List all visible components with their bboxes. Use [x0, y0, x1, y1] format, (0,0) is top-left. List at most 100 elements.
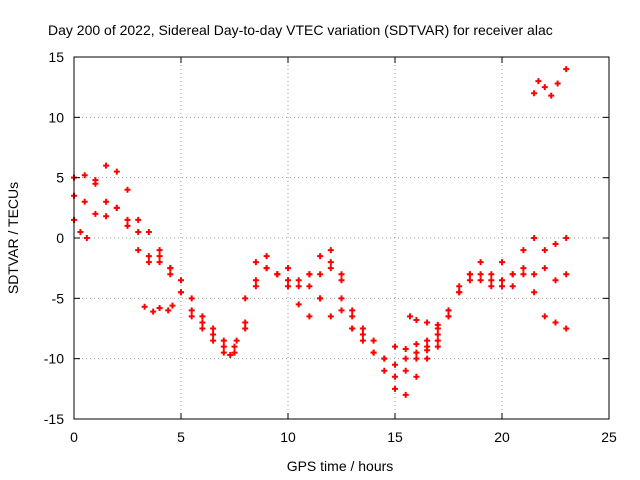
data-point — [531, 235, 538, 241]
data-point — [306, 313, 313, 320]
x-tick-label: 20 — [494, 429, 510, 445]
data-point — [402, 346, 409, 353]
data-point — [83, 235, 90, 241]
data-point — [381, 355, 388, 362]
data-point — [156, 304, 163, 311]
data-point — [424, 337, 431, 344]
data-point — [413, 317, 420, 324]
data-point — [541, 84, 548, 91]
data-point — [509, 271, 516, 278]
data-point — [231, 343, 238, 350]
data-point — [135, 216, 142, 223]
data-point — [103, 162, 110, 169]
data-point — [434, 321, 441, 328]
data-point — [392, 385, 398, 392]
data-point — [349, 313, 356, 320]
data-point — [285, 277, 291, 284]
data-point — [242, 295, 249, 302]
data-point — [252, 283, 259, 290]
data-point — [124, 222, 131, 229]
data-point — [178, 277, 184, 284]
data-point — [424, 355, 431, 362]
data-point — [306, 283, 313, 290]
data-point — [188, 307, 195, 314]
data-point — [295, 283, 302, 290]
data-point — [338, 307, 345, 314]
y-tick-label: 5 — [56, 170, 64, 186]
data-point — [552, 277, 559, 284]
series-seg-3 — [392, 341, 441, 354]
series-seg-4 — [406, 313, 452, 328]
data-point — [199, 325, 206, 332]
data-point — [113, 204, 120, 211]
data-point — [233, 337, 240, 344]
data-point — [252, 277, 259, 284]
data-point — [306, 271, 313, 278]
data-point — [81, 198, 88, 205]
data-point — [434, 337, 441, 344]
data-point — [520, 271, 527, 278]
data-point — [199, 313, 206, 320]
data-point — [413, 373, 420, 380]
data-point — [424, 347, 431, 354]
data-point — [227, 352, 234, 359]
data-point — [359, 337, 366, 344]
data-point — [488, 277, 495, 284]
data-point — [135, 228, 142, 235]
data-point — [413, 341, 420, 348]
data-point — [263, 253, 270, 260]
data-point — [456, 283, 463, 290]
data-points — [71, 66, 570, 398]
data-point — [370, 349, 377, 356]
data-point — [402, 355, 409, 362]
data-point — [392, 343, 398, 350]
data-point — [349, 325, 356, 332]
data-point — [220, 349, 227, 356]
data-point — [370, 337, 377, 344]
data-point — [445, 307, 452, 314]
data-point — [520, 265, 527, 272]
data-point — [165, 307, 172, 314]
axis-ticks: 0 5 10 15 20 25 -15 -10 -5 0 5 10 15 — [44, 49, 617, 445]
series-seg-5 — [531, 66, 570, 99]
data-point — [231, 349, 238, 356]
series-seg-1 — [141, 302, 176, 315]
series-track-a — [71, 162, 570, 368]
data-point — [349, 307, 356, 314]
y-tick-label: 0 — [56, 230, 64, 246]
data-point — [188, 313, 195, 320]
data-point — [424, 319, 431, 326]
data-point — [563, 235, 570, 241]
data-point — [242, 319, 249, 326]
data-point — [156, 259, 163, 266]
data-point — [220, 343, 227, 350]
x-tick-label: 10 — [280, 429, 296, 445]
y-axis-label: SDTVAR / TECUs — [5, 182, 21, 294]
x-tick-label: 0 — [70, 429, 78, 445]
data-point — [466, 271, 473, 278]
y-tick-label: 15 — [48, 49, 64, 65]
x-tick-label: 25 — [601, 429, 617, 445]
data-point — [156, 253, 163, 260]
data-point — [141, 303, 148, 310]
data-point — [413, 355, 420, 362]
data-point — [359, 331, 366, 338]
x-axis-label: GPS time / hours — [287, 458, 394, 474]
data-point — [77, 228, 84, 235]
y-tick-label: -10 — [44, 351, 64, 367]
data-point — [477, 271, 484, 278]
data-point — [167, 265, 174, 272]
data-point — [392, 361, 398, 368]
data-point — [563, 66, 570, 73]
data-point — [499, 259, 505, 266]
data-point — [92, 177, 99, 184]
data-point — [338, 295, 345, 302]
x-tick-label: 15 — [387, 429, 403, 445]
data-point — [169, 302, 176, 309]
data-point — [509, 283, 516, 290]
data-point — [477, 259, 484, 266]
data-point — [103, 198, 110, 205]
data-point — [359, 325, 366, 332]
chart-title: Day 200 of 2022, Sidereal Day-to-day VTE… — [48, 22, 553, 38]
